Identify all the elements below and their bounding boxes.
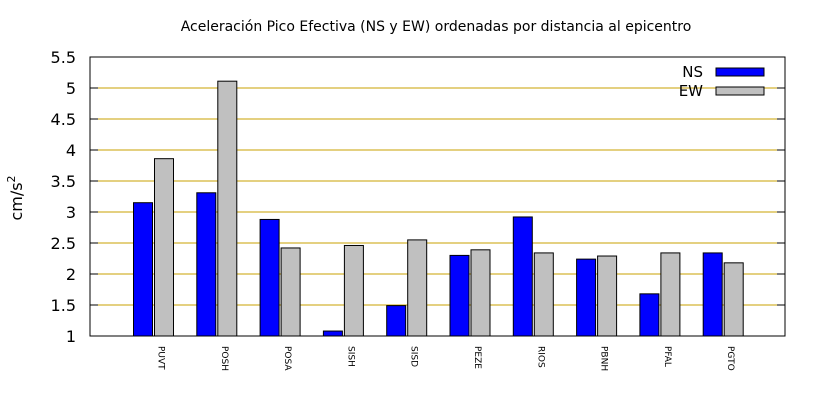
bar-ns-puvt xyxy=(133,202,153,337)
y-tick-label: 1 xyxy=(66,327,76,346)
y-axis-label: cm/s2 xyxy=(5,175,26,220)
bar-ns-posh xyxy=(196,192,217,337)
x-tick-label: SISH xyxy=(345,346,355,367)
x-tick-label: POSH xyxy=(219,346,229,371)
y-tick-label: 5.5 xyxy=(51,48,76,67)
chart-title: Aceleración Pico Efectiva (NS y EW) orde… xyxy=(181,19,692,35)
x-tick-label: SISD xyxy=(409,346,419,367)
y-tick-label: 5 xyxy=(66,79,76,98)
x-axis-ticks: PUVT POSH POSA SISH SISD PEZE RIOS PBNH PFAL PGTO xyxy=(156,346,736,371)
y-tick-label: 4.5 xyxy=(51,110,76,129)
y-tick-label: 2.5 xyxy=(51,234,76,253)
svg-text:cm/s2: cm/s2 xyxy=(5,175,26,220)
x-tick-label: POSA xyxy=(282,346,292,371)
bar-ew-sisd xyxy=(407,239,428,337)
x-tick-label: PEZE xyxy=(472,346,482,369)
y-tick-label: 1.5 xyxy=(51,296,76,315)
bar-ns-pfal xyxy=(639,293,660,337)
legend-label-ew: EW xyxy=(679,82,703,100)
bar-ns-sisd xyxy=(386,305,407,337)
legend-swatch-ns xyxy=(715,67,765,77)
bar-ns-rios xyxy=(512,216,533,337)
bar-ew-pfal xyxy=(660,252,681,337)
x-tick-label: PBNH xyxy=(599,346,609,371)
bar-ns-peze xyxy=(449,254,470,337)
bar-ew-posa xyxy=(280,247,301,337)
bar-ew-sish xyxy=(343,244,364,337)
y-tick-label: 4 xyxy=(66,141,76,160)
bar-ns-pbnh xyxy=(576,258,597,337)
y-axis-label-unit: cm/s xyxy=(7,182,26,220)
plot-frame xyxy=(89,56,786,337)
bar-ew-rios xyxy=(533,252,554,337)
legend-swatch-ew xyxy=(715,86,765,96)
bar-ew-pgto xyxy=(723,262,744,337)
bar-ew-pbnh xyxy=(597,255,618,337)
bar-ns-posa xyxy=(259,218,280,337)
bar-ns-sish xyxy=(322,330,343,337)
bar-ew-posh xyxy=(217,80,238,337)
bar-ew-peze xyxy=(470,249,491,337)
gridlines xyxy=(90,87,785,306)
x-tick-label: PUVT xyxy=(156,346,166,370)
x-tick-label: RIOS xyxy=(535,346,545,368)
y-axis-label-exponent: 2 xyxy=(5,175,18,182)
y-axis-ticks: 1 1.5 2 2.5 3 3.5 4 4.5 5 5.5 xyxy=(51,48,785,346)
bar-ns-pgto xyxy=(702,252,723,337)
y-tick-label: 3.5 xyxy=(51,172,76,191)
x-tick-label: PFAL xyxy=(662,346,672,367)
legend-label-ns: NS xyxy=(682,63,703,81)
y-tick-label: 3 xyxy=(66,203,76,222)
x-tick-label: PGTO xyxy=(725,346,735,371)
bar-ew-puvt xyxy=(154,158,174,337)
y-tick-label: 2 xyxy=(66,265,76,284)
